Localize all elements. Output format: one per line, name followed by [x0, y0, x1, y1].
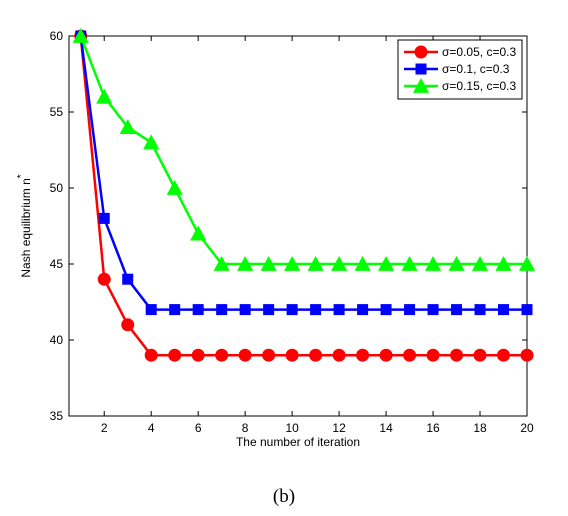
data-point-triangle	[190, 225, 207, 241]
line-chart: 2 4 6 8 10 12 14 16 18 20 35 40 45 50 55 60 The number …	[16, 27, 536, 449]
x-tick-label: 6	[195, 421, 202, 435]
data-point-square	[404, 304, 416, 316]
series-3	[72, 27, 536, 271]
x-tick-label: 12	[332, 421, 346, 435]
series-group	[72, 27, 536, 362]
data-point-circle	[285, 348, 299, 362]
data-point-triangle	[143, 134, 160, 150]
data-point-circle	[520, 348, 534, 362]
data-point-triangle	[425, 255, 442, 271]
data-point-circle	[238, 348, 252, 362]
data-point-square	[474, 304, 486, 316]
data-point-triangle	[72, 27, 89, 43]
legend-item: σ=0.15, c=0.3	[404, 77, 516, 93]
y-tick-label: 50	[50, 181, 64, 195]
data-point-square	[333, 304, 345, 316]
data-point-triangle	[96, 88, 113, 104]
data-point-circle	[144, 348, 158, 362]
data-point-circle	[168, 348, 182, 362]
legend-label: σ=0.1, c=0.3	[442, 62, 510, 76]
data-point-triangle	[260, 255, 277, 271]
data-point-square	[357, 304, 369, 316]
data-point-square	[498, 304, 510, 316]
data-point-triangle	[378, 255, 395, 271]
y-tick-label: 60	[50, 29, 64, 43]
data-point-square	[427, 304, 439, 316]
data-point-square	[263, 304, 275, 316]
data-point-triangle	[471, 255, 489, 271]
x-tick-label: 16	[426, 421, 440, 435]
x-tick-label: 18	[473, 421, 487, 435]
data-point-square	[169, 304, 181, 316]
data-point-circle	[215, 348, 229, 362]
data-point-square	[310, 304, 322, 316]
data-point-square	[98, 212, 110, 224]
data-point-circle	[497, 348, 511, 362]
data-point-triangle	[354, 255, 371, 271]
data-point-triangle	[307, 255, 324, 271]
y-axis-label-superscript: *	[16, 174, 27, 178]
data-point-triangle	[448, 255, 465, 271]
data-point-square	[415, 63, 427, 75]
data-point-square	[145, 304, 157, 316]
x-tick-label: 8	[242, 421, 249, 435]
y-tick-label: 45	[50, 257, 64, 271]
data-point-circle	[309, 348, 323, 362]
legend-label: σ=0.15, c=0.3	[442, 79, 516, 93]
data-point-circle	[356, 348, 370, 362]
data-point-triangle	[495, 255, 512, 271]
x-axis-label: The number of iteration	[236, 435, 360, 449]
x-tick-label: 14	[379, 421, 393, 435]
data-point-square	[380, 304, 392, 316]
x-tick-label: 20	[520, 421, 534, 435]
data-point-circle	[379, 348, 393, 362]
data-point-triangle	[213, 255, 230, 271]
data-point-square	[239, 304, 251, 316]
data-point-circle	[403, 348, 417, 362]
data-point-triangle	[166, 179, 183, 195]
series-2	[75, 30, 533, 316]
data-point-square	[122, 273, 134, 285]
y-tick-label: 55	[50, 105, 64, 119]
data-point-square	[192, 304, 204, 316]
data-point-triangle	[284, 255, 301, 271]
legend-label: σ=0.05, c=0.3	[442, 45, 516, 59]
data-point-square	[216, 304, 228, 316]
legend-item: σ=0.05, c=0.3	[404, 45, 516, 59]
y-axis-label-main: Nash equilibrium n	[19, 178, 33, 277]
data-point-circle	[426, 348, 440, 362]
y-tick-label: 35	[50, 409, 64, 423]
legend-item: σ=0.1, c=0.3	[404, 62, 510, 76]
data-point-circle	[332, 348, 346, 362]
data-point-triangle	[518, 255, 536, 271]
data-point-triangle	[237, 255, 254, 271]
x-tick-label: 10	[285, 421, 299, 435]
data-point-circle	[97, 272, 111, 286]
data-point-circle	[473, 348, 487, 362]
data-point-triangle	[331, 255, 348, 271]
data-point-triangle	[412, 77, 430, 93]
data-point-triangle	[119, 119, 136, 135]
axis-ticks: 2 4 6 8 10 12 14 16 18 20 35 40 45 50 55 60	[50, 29, 534, 435]
legend: σ=0.05, c=0.3 σ=0.1, c=0.3 σ=0.15, c=0.3	[397, 39, 523, 100]
data-point-square	[286, 304, 298, 316]
data-point-triangle	[401, 255, 418, 271]
data-point-square	[521, 304, 533, 316]
x-tick-label: 4	[148, 421, 155, 435]
y-axis-label: Nash equilibrium n*	[16, 174, 33, 277]
figure-caption: (b)	[272, 486, 296, 507]
data-point-circle	[414, 45, 428, 59]
y-tick-label: 40	[50, 333, 64, 347]
data-point-circle	[191, 348, 205, 362]
x-tick-label: 2	[101, 421, 108, 435]
data-point-square	[451, 304, 463, 316]
data-point-circle	[450, 348, 464, 362]
data-point-circle	[262, 348, 276, 362]
data-point-circle	[121, 318, 135, 332]
